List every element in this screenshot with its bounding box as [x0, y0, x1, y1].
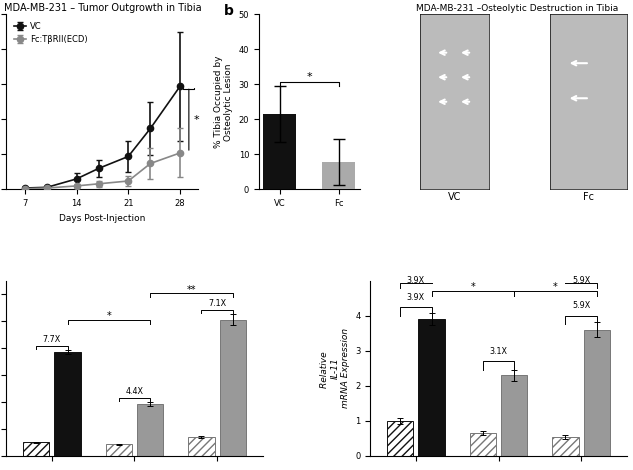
Text: 5.9X: 5.9X: [572, 301, 591, 310]
Bar: [137, 404, 163, 456]
Bar: [322, 162, 355, 189]
Text: 5.9X: 5.9X: [572, 276, 591, 285]
Bar: [470, 433, 496, 456]
Bar: [552, 437, 579, 456]
Text: 7.1X: 7.1X: [208, 298, 226, 307]
Text: b: b: [223, 4, 234, 17]
Y-axis label: Relative 
IL-11
mRNA Expression: Relative IL-11 mRNA Expression: [320, 328, 349, 408]
Text: MDA-MB-231 –Osteolytic Destruction in Tibia: MDA-MB-231 –Osteolytic Destruction in Ti…: [417, 4, 618, 13]
Text: 3.1X: 3.1X: [489, 347, 508, 356]
Bar: [418, 319, 445, 456]
Text: 3.9X: 3.9X: [407, 276, 425, 285]
Text: **: **: [187, 285, 196, 295]
X-axis label: Fc: Fc: [583, 192, 594, 202]
Text: *: *: [553, 282, 558, 292]
Bar: [188, 437, 215, 456]
Text: 7.7X: 7.7X: [42, 335, 61, 344]
X-axis label: Days Post-Injection: Days Post-Injection: [60, 214, 146, 223]
Text: 4.4X: 4.4X: [125, 387, 144, 396]
Bar: [23, 442, 49, 456]
Text: 3.9X: 3.9X: [407, 293, 425, 302]
Bar: [584, 329, 610, 456]
Legend: VC, Fc:TβRII(ECD): VC, Fc:TβRII(ECD): [11, 18, 91, 47]
Text: *: *: [306, 71, 312, 82]
Y-axis label: % Tibia Occupied by
Osteolytic Lesion: % Tibia Occupied by Osteolytic Lesion: [213, 55, 233, 148]
Bar: [220, 320, 246, 456]
Bar: [54, 352, 81, 456]
Bar: [106, 445, 132, 456]
X-axis label: VC: VC: [448, 192, 461, 202]
Title: MDA-MB-231 – Tumor Outgrowth in Tibia: MDA-MB-231 – Tumor Outgrowth in Tibia: [4, 3, 201, 13]
Text: *: *: [193, 115, 199, 125]
Bar: [387, 421, 413, 456]
Text: *: *: [470, 282, 475, 292]
Bar: [501, 375, 527, 456]
Text: *: *: [106, 311, 111, 321]
Bar: [263, 114, 296, 189]
